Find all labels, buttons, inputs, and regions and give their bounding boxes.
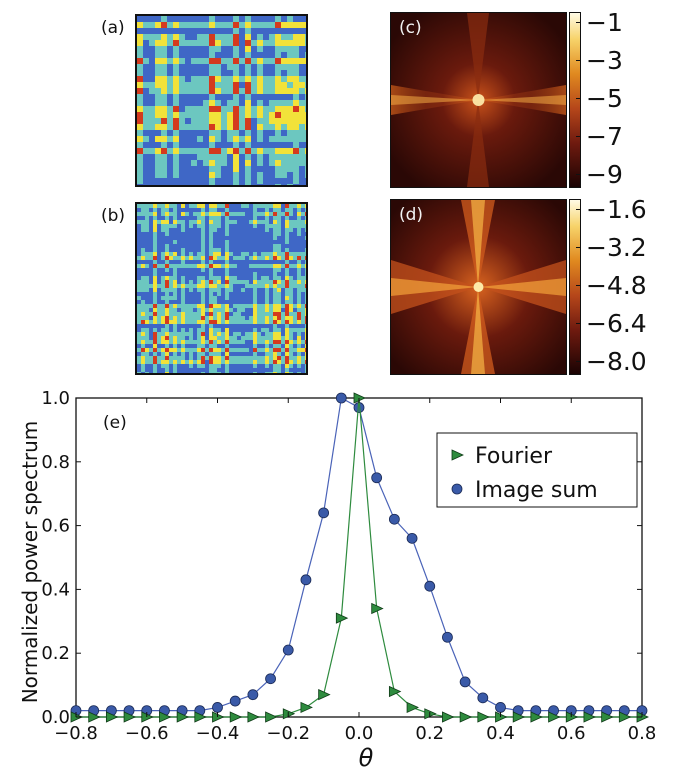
fourier-point xyxy=(618,711,632,723)
fourier-point xyxy=(318,689,331,701)
colorbar-tick-label: −5 xyxy=(586,84,623,113)
image-sum-point xyxy=(442,631,453,643)
fourier-point xyxy=(265,711,278,723)
colorbar-d xyxy=(569,199,581,375)
x-tick-label: 0.4 xyxy=(486,723,515,744)
panel-b-texture-image xyxy=(135,202,308,375)
chart-legend: Fourier Image sum xyxy=(436,432,638,508)
chart-panel-label: (e) xyxy=(103,413,127,433)
fourier-point xyxy=(335,612,349,624)
colorbar-c xyxy=(569,12,581,188)
y-tick-label: 0.8 xyxy=(41,452,70,473)
x-tick-label: 0.2 xyxy=(415,723,444,744)
x-tick-label: 0.8 xyxy=(628,723,657,744)
panel-d-spectrum-image xyxy=(390,199,567,375)
fourier-point xyxy=(88,711,101,723)
x-tick-label: −0.4 xyxy=(196,723,240,744)
colorbar-tick-label: −1 xyxy=(586,8,623,37)
x-tick-label: −0.2 xyxy=(266,723,310,744)
legend-image-sum-marker xyxy=(451,483,463,495)
colorbar-tick-mark xyxy=(576,22,581,23)
spectrum-d-svg xyxy=(391,200,566,374)
panel-a-label: (a) xyxy=(101,18,125,38)
colorbar-tick-label: −6.4 xyxy=(586,309,647,338)
fourier-point xyxy=(477,711,490,723)
image-sum-point xyxy=(388,513,400,525)
fourier-point xyxy=(247,711,260,723)
image-sum-point xyxy=(424,580,436,592)
x-tick-label: −0.8 xyxy=(54,723,98,744)
image-sum-point xyxy=(318,507,330,519)
x-tick-label: 0.0 xyxy=(345,723,374,744)
legend-fourier-label: Fourier xyxy=(475,444,553,469)
colorbar-tick-mark xyxy=(576,247,581,248)
fourier-point xyxy=(176,711,190,723)
image-sum-point xyxy=(282,644,294,656)
image-sum-point xyxy=(459,676,471,688)
colorbar-tick-label: −3.2 xyxy=(586,233,647,262)
colorbar-tick-label: −1.6 xyxy=(586,195,647,224)
y-tick-label: 0.6 xyxy=(41,516,70,537)
fourier-point xyxy=(388,685,402,698)
image-sum-point xyxy=(371,472,383,484)
fourier-point xyxy=(601,711,614,723)
colorbar-tick-label: −3 xyxy=(586,46,623,75)
colorbar-tick-mark xyxy=(576,136,581,137)
spectrum-c-svg xyxy=(391,13,566,187)
image-sum-point xyxy=(406,532,418,544)
x-axis-label: θ xyxy=(359,744,374,772)
texture-b-svg xyxy=(137,204,306,373)
fourier-point xyxy=(442,711,455,723)
fourier-point xyxy=(371,602,384,615)
colorbar-tick-mark xyxy=(576,285,581,286)
image-sum-point xyxy=(247,689,259,701)
panel-b-label: (b) xyxy=(101,206,126,226)
texture-a-svg xyxy=(137,16,306,185)
fourier-point xyxy=(406,701,420,714)
panel-c-spectrum-image xyxy=(390,12,567,188)
colorbar-tick-label: −7 xyxy=(586,122,623,151)
colorbar-tick-label: −8.0 xyxy=(586,347,647,376)
image-sum-point xyxy=(495,702,506,713)
fourier-point xyxy=(229,711,243,723)
colorbar-tick-mark xyxy=(576,60,581,61)
panel-a-texture-image xyxy=(135,14,308,187)
colorbar-tick-mark xyxy=(576,361,581,362)
fourier-point xyxy=(300,701,313,714)
y-tick-label: 0.4 xyxy=(41,579,70,600)
image-sum-point xyxy=(212,702,223,713)
colorbar-tick-label: −9 xyxy=(586,160,623,189)
x-tick-label: 0.6 xyxy=(557,723,586,744)
y-tick-label: 0.0 xyxy=(41,707,70,728)
fourier-point xyxy=(194,711,207,723)
fourier-point xyxy=(123,711,137,723)
panel-c-label: (c) xyxy=(399,18,422,38)
fourier-point xyxy=(159,711,172,723)
colorbar-tick-mark xyxy=(576,323,581,324)
image-sum-point xyxy=(477,692,489,704)
colorbar-tick-mark xyxy=(576,174,581,175)
fourier-point xyxy=(105,711,119,723)
fourier-point xyxy=(459,711,473,723)
image-sum-point xyxy=(229,695,241,707)
legend-fourier-marker xyxy=(451,449,464,461)
fourier-point xyxy=(512,711,526,723)
image-sum-point xyxy=(335,392,347,404)
y-tick-label: 0.2 xyxy=(41,643,70,664)
panel-d-label: (d) xyxy=(399,205,424,225)
colorbar-tick-mark xyxy=(576,98,581,99)
fourier-point xyxy=(530,711,543,723)
legend-image-sum-label: Image sum xyxy=(475,478,598,503)
colorbar-tick-label: −4.8 xyxy=(586,271,647,300)
fourier-point xyxy=(583,711,596,723)
y-axis-label: Normalized power spectrum xyxy=(18,421,42,704)
image-sum-point xyxy=(300,574,312,586)
legend-box xyxy=(436,432,638,508)
x-tick-label: −0.6 xyxy=(125,723,169,744)
y-tick-label: 1.0 xyxy=(41,388,70,409)
image-sum-point xyxy=(265,673,276,685)
colorbar-tick-mark xyxy=(576,209,581,210)
fourier-point xyxy=(548,711,561,723)
